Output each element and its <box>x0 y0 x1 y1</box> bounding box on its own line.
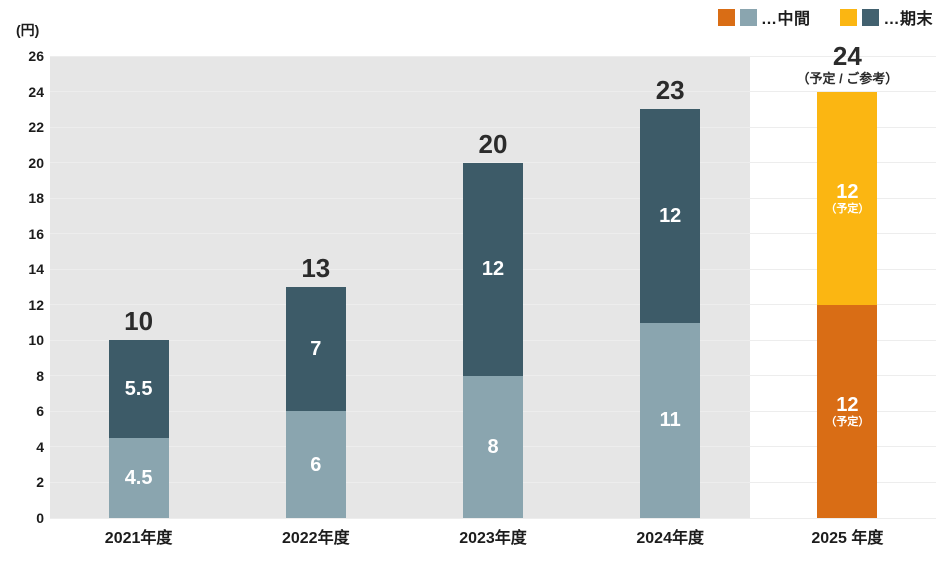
y-tick-label: 18 <box>28 190 44 207</box>
y-tick-label: 6 <box>36 403 44 420</box>
segment-final-2021: 5.5 <box>108 340 169 439</box>
segment-interim-2024: 11 <box>640 322 701 518</box>
segment-final-2022: 7 <box>285 287 346 412</box>
bar-2021: 5.5 4.5 <box>108 340 169 518</box>
y-tick-label: 10 <box>28 332 44 349</box>
total-value: 20 <box>478 128 508 159</box>
y-tick-label: 22 <box>28 119 44 136</box>
total-value: 23 <box>655 75 685 106</box>
x-axis: 2021年度 2022年度 2023年度 2024年度 2025 年度 <box>50 524 936 550</box>
y-tick-label: 0 <box>36 510 44 526</box>
y-tick-label: 26 <box>28 48 44 64</box>
segment-interim-2023: 8 <box>463 375 523 518</box>
total-label-2024: 23 <box>580 76 760 104</box>
gridline <box>50 91 936 93</box>
gridline <box>50 126 936 128</box>
total-value: 24 <box>832 40 862 71</box>
segment-forecast-note: （予定） <box>825 203 870 216</box>
total-label-2023: 20 <box>403 130 583 158</box>
segment-forecast-note: （予定） <box>825 416 870 429</box>
legend-swatch-final-forecast <box>840 8 858 26</box>
segment-value-label: 6 <box>310 453 322 476</box>
segment-value-label: 12 <box>659 204 682 227</box>
x-label-2023: 2023年度 <box>459 530 527 547</box>
total-value: 13 <box>301 253 331 283</box>
total-label-2021: 10 <box>49 307 229 335</box>
y-tick-label: 8 <box>36 367 44 384</box>
y-tick-label: 16 <box>28 225 44 242</box>
y-tick-label: 2 <box>36 474 44 491</box>
bar-2024: 12 11 <box>640 109 701 518</box>
x-label-2021: 2021年度 <box>104 530 173 547</box>
segment-final-2025: 12 （予定） <box>817 91 878 305</box>
segment-value-label: 12 <box>481 258 505 281</box>
gridline <box>50 162 936 164</box>
segment-value-label: 12 <box>836 394 859 417</box>
y-tick-label: 14 <box>28 261 44 278</box>
segment-final-2024: 12 <box>640 109 701 323</box>
segment-value-label: 7 <box>310 338 322 361</box>
segment-interim-2022: 6 <box>285 411 346 518</box>
segment-value-label: 11 <box>659 409 681 432</box>
legend-swatch-interim-forecast <box>717 8 735 26</box>
segment-interim-2025: 12 （予定） <box>817 304 878 518</box>
segment-interim-2021: 4.5 <box>108 438 169 518</box>
legend-item-interim: …中間 <box>717 5 811 29</box>
total-forecast-note: （予定 / ご参考） <box>796 70 899 86</box>
bar-2025: 12 （予定） 12 （予定） <box>817 91 878 518</box>
segment-value-label: 12 <box>836 181 859 204</box>
gridline <box>50 517 936 519</box>
legend-label-final: …期末 <box>883 11 933 28</box>
y-tick-label: 24 <box>28 83 44 100</box>
total-label-2022: 13 <box>226 254 406 282</box>
legend-label-interim: …中間 <box>760 11 811 28</box>
segment-value-label: 4.5 <box>124 467 153 489</box>
gridline <box>50 55 936 57</box>
y-axis-unit-label: (円) <box>16 22 40 38</box>
legend: …中間 …期末 <box>717 5 933 29</box>
x-label-2024: 2024年度 <box>636 530 704 547</box>
legend-swatch-interim-actual <box>739 8 757 26</box>
total-label-2025: 24 （予定 / ご参考） <box>757 42 936 87</box>
segment-value-label: 5.5 <box>124 378 153 401</box>
y-tick-label: 12 <box>28 296 44 313</box>
x-label-2022: 2022年度 <box>281 530 350 547</box>
legend-item-final: …期末 <box>840 5 933 29</box>
y-axis: 0 2 4 6 8 10 12 14 16 18 20 22 24 26 <box>0 48 44 526</box>
y-tick-label: 20 <box>28 154 44 171</box>
x-label-2025: 2025 年度 <box>811 530 884 547</box>
plot-area: 5.5 4.5 10 7 6 13 12 8 20 12 11 23 12 （予定） 12 （予定） 24 （予定… <box>49 42 936 519</box>
total-value: 10 <box>124 306 154 337</box>
bar-2023: 12 8 <box>463 162 523 518</box>
segment-value-label: 8 <box>487 435 499 458</box>
segment-final-2023: 12 <box>463 162 523 376</box>
legend-swatch-final-actual <box>862 8 880 26</box>
y-tick-label: 4 <box>36 438 44 455</box>
